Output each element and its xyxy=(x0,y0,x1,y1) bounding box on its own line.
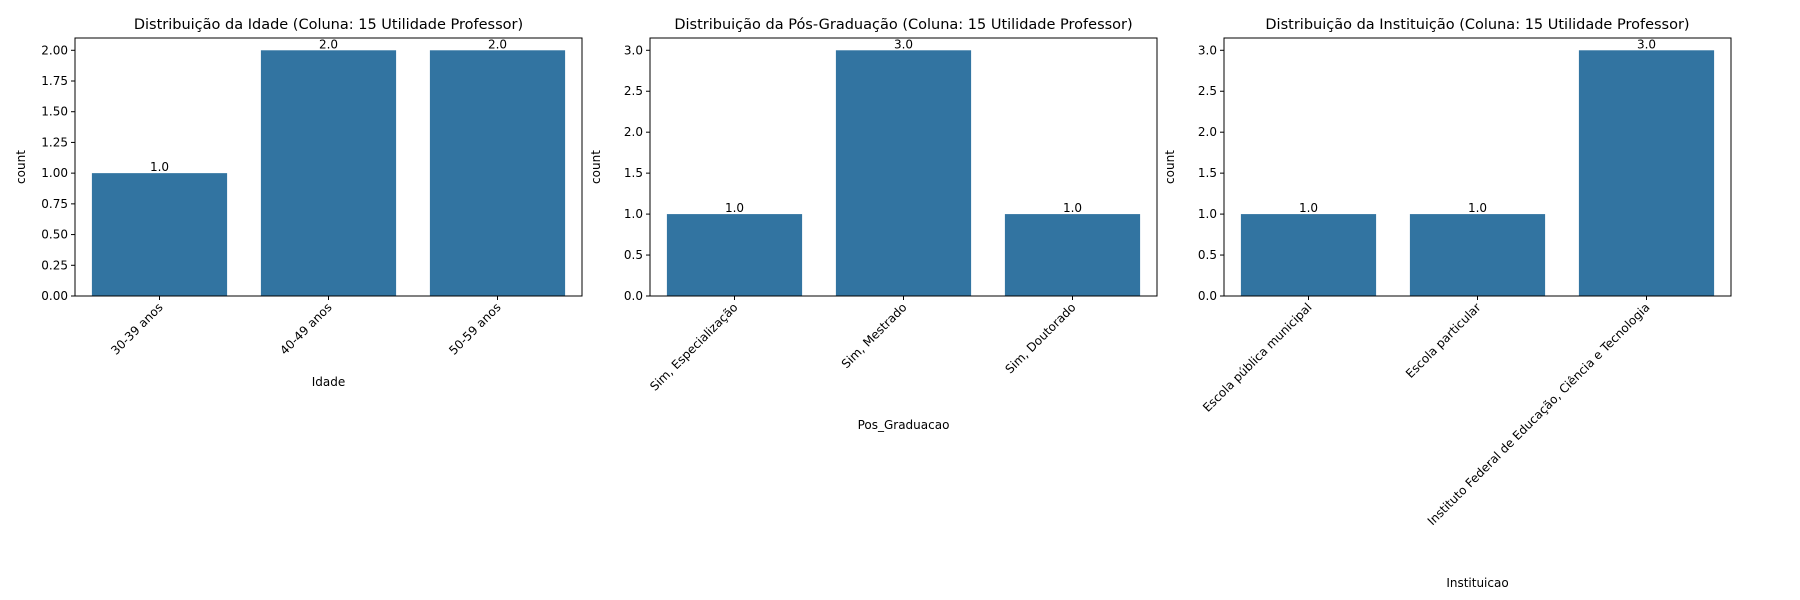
x-axis-label: Instituicao xyxy=(1446,576,1508,590)
bar xyxy=(260,50,397,297)
y-tick-label: 1.50 xyxy=(41,105,68,119)
y-tick-label: 2.00 xyxy=(41,43,68,57)
x-tick-label: Sim, Doutorado xyxy=(1002,300,1078,376)
bar xyxy=(1409,214,1546,296)
x-tick-label: 50-59 anos xyxy=(446,300,503,357)
y-axis-label: count xyxy=(1163,150,1177,184)
bar xyxy=(1004,214,1141,296)
bar-value-label: 3.0 xyxy=(1637,37,1656,51)
y-tick-label: 1.0 xyxy=(624,207,643,221)
bar xyxy=(666,214,803,296)
x-tick-label: Escola pública municipal xyxy=(1200,300,1315,415)
y-tick-label: 0.25 xyxy=(41,258,68,272)
y-tick-label: 1.75 xyxy=(41,74,68,88)
y-tick-label: 1.25 xyxy=(41,135,68,149)
y-tick-label: 2.0 xyxy=(624,125,643,139)
y-tick-label: 0.0 xyxy=(624,289,643,303)
y-tick-label: 2.5 xyxy=(1198,84,1217,98)
x-tick-label: 30-39 anos xyxy=(108,300,165,357)
bar xyxy=(1240,214,1377,296)
y-tick-label: 0.5 xyxy=(1198,248,1217,262)
y-axis-label: count xyxy=(14,150,28,184)
y-tick-label: 0.75 xyxy=(41,197,68,211)
x-tick-label: Escola particular xyxy=(1403,300,1484,381)
y-tick-label: 1.5 xyxy=(1198,166,1217,180)
chart-title: Distribuição da Pós-Graduação (Coluna: 1… xyxy=(674,17,1132,33)
y-tick-label: 2.5 xyxy=(624,84,643,98)
bar xyxy=(91,173,228,296)
bar xyxy=(429,50,566,297)
chart-panel-1: 1.0 2.0 2.0 0.00 0.25 0.50 0.75 1.00 1.25 1.50 1.7… xyxy=(14,17,583,389)
y-tick-label: 0.00 xyxy=(41,289,68,303)
bar-value-label: 1.0 xyxy=(725,201,744,215)
y-tick-label: 0.50 xyxy=(41,228,68,242)
x-axis-label: Pos_Graduacao xyxy=(858,418,950,432)
chart-title: Distribuição da Idade (Coluna: 15 Utilid… xyxy=(134,17,523,33)
chart-panel-2: 1.0 3.0 1.0 0.0 0.5 1.0 1.5 2.0 2.5 3.0 Sim, Espec… xyxy=(589,17,1158,432)
x-axis-label: Idade xyxy=(312,375,346,389)
y-tick-label: 1.0 xyxy=(1198,207,1217,221)
y-tick-label: 1.5 xyxy=(624,166,643,180)
chart-title: Distribuição da Instituição (Coluna: 15 … xyxy=(1265,17,1689,33)
bar-value-label: 1.0 xyxy=(1299,201,1318,215)
bar-value-label: 1.0 xyxy=(150,160,169,174)
bar-value-label: 3.0 xyxy=(894,37,913,51)
y-axis-label: count xyxy=(589,150,603,184)
y-tick-label: 0.5 xyxy=(624,248,643,262)
x-tick-label: Sim, Mestrado xyxy=(839,300,910,371)
y-tick-label: 0.0 xyxy=(1198,289,1217,303)
bar-value-label: 1.0 xyxy=(1063,201,1082,215)
bar xyxy=(1578,50,1715,297)
y-tick-label: 2.0 xyxy=(1198,125,1217,139)
x-tick-label: Sim, Especialização xyxy=(647,300,740,393)
bar-value-label: 1.0 xyxy=(1468,201,1487,215)
bar-value-label: 2.0 xyxy=(319,37,338,51)
bar-value-label: 2.0 xyxy=(488,37,507,51)
chart-panel-3: 1.0 1.0 3.0 0.0 0.5 1.0 1.5 2.0 2.5 3.0 Escola púb… xyxy=(1163,17,1732,590)
y-tick-label: 3.0 xyxy=(624,43,643,57)
y-tick-label: 3.0 xyxy=(1198,43,1217,57)
x-tick-label: 40-49 anos xyxy=(277,300,334,357)
bar xyxy=(835,50,972,297)
y-tick-label: 1.00 xyxy=(41,166,68,180)
